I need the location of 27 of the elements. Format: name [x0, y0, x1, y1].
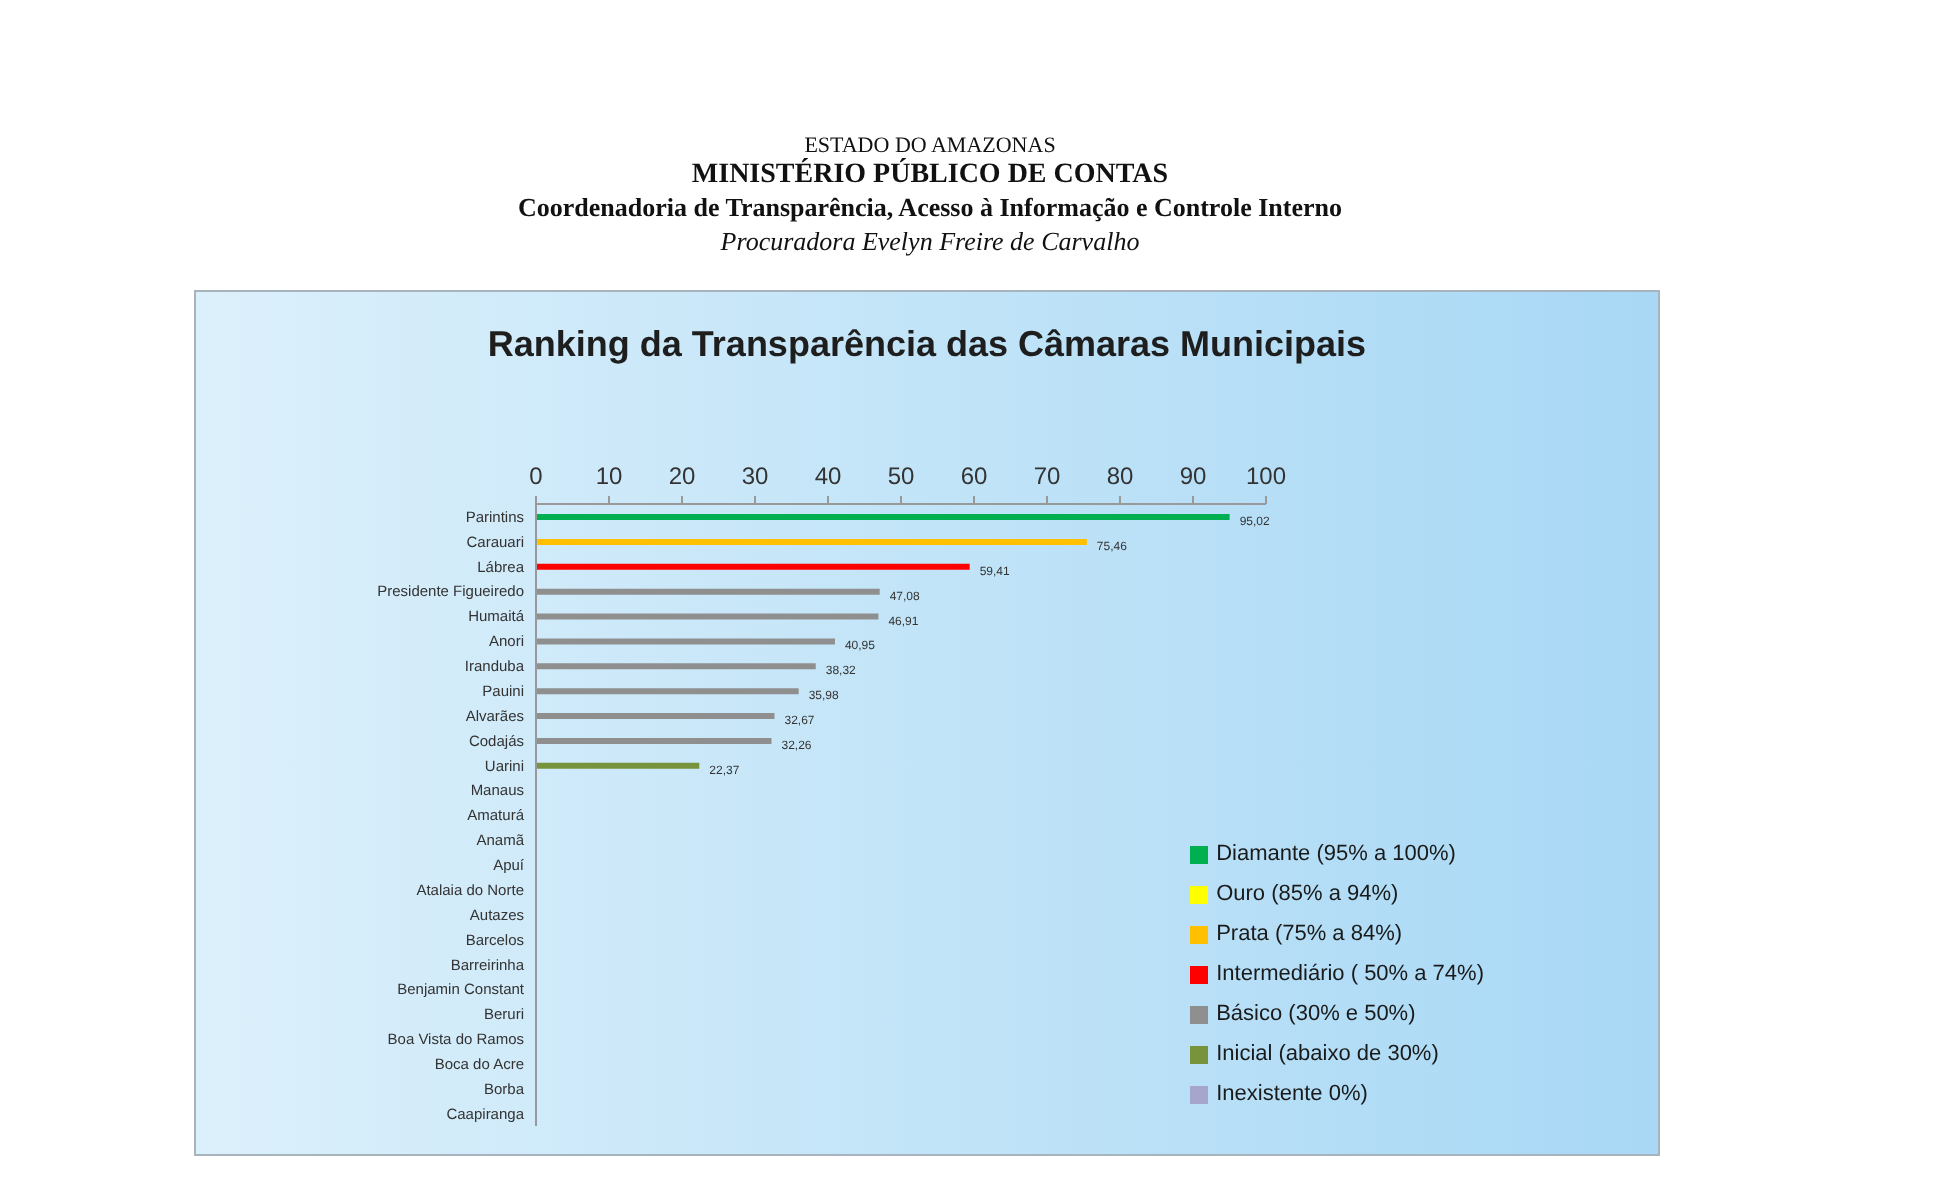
text: Procuradora Evelyn Freire de Carvalho — [718, 224, 1142, 258]
x-tick-label: 90 — [1179, 462, 1207, 490]
bar — [536, 563, 970, 570]
x-tick-label: 70 — [1033, 462, 1061, 490]
bar — [536, 762, 700, 769]
x-tick-label: 50 — [887, 462, 915, 490]
bar — [536, 538, 1087, 545]
x-tick-label: 10 — [595, 462, 623, 490]
chart-title: Ranking da Transparência das Câmaras Municipais — [485, 322, 1369, 366]
legend-label: Ouro (85% a 94%) — [1216, 882, 1399, 906]
legend-label: Intermediário ( 50% a 74%) — [1216, 962, 1484, 986]
x-tick-label: 40 — [814, 462, 842, 490]
x-tick-label: 60 — [960, 462, 988, 490]
x-tick-label: 80 — [1106, 462, 1134, 490]
legend-label: Básico (30% e 50%) — [1216, 1002, 1416, 1026]
x-tick-label: 0 — [529, 462, 544, 490]
x-tick-label: 30 — [741, 462, 769, 490]
text: MINISTÉRIO PÚBLICO DE CONTAS — [689, 160, 1171, 192]
x-tick-label: 20 — [668, 462, 696, 490]
text: ESTADO DO AMAZONAS — [802, 132, 1058, 158]
text: Coordenadoria de Transparência, Acesso à Informação e Controle Interno — [515, 192, 1344, 224]
legend-label: Prata (75% a 84%) — [1216, 922, 1403, 946]
x-tick-label: 100 — [1245, 462, 1287, 490]
legend-label: Inicial (abaixo de 30%) — [1216, 1042, 1439, 1066]
legend-label: Inexistente 0%) — [1216, 1082, 1368, 1106]
legend-label: Diamante (95% a 100%) — [1216, 842, 1456, 866]
bar — [536, 514, 1230, 520]
